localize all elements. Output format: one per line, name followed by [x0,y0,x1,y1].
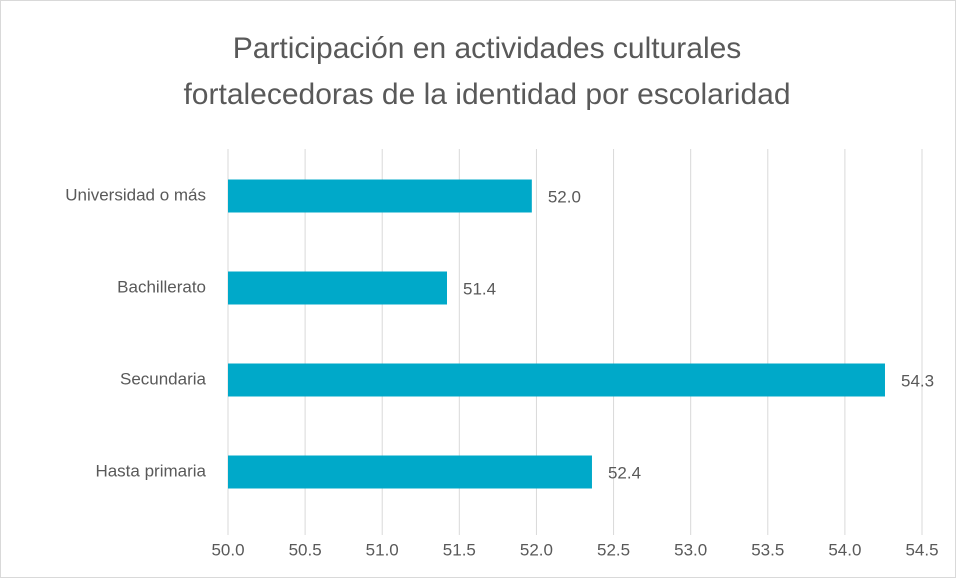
bar [228,363,885,397]
y-tick-label: Hasta primaria [95,461,206,480]
x-tick-label: 54.5 [905,540,938,559]
bar [228,455,592,489]
y-tick-label: Bachillerato [117,277,206,296]
x-tick-label: 51.5 [443,540,476,559]
x-tick-label: 51.0 [366,540,399,559]
data-label: 54.3 [901,371,934,390]
bar [228,179,532,213]
y-tick-label: Universidad o más [65,185,206,204]
chart-title: Participación en actividades culturales [233,32,742,65]
x-tick-label: 52.0 [520,540,553,559]
x-tick-label: 53.5 [751,540,784,559]
y-tick-label: Secundaria [120,369,207,388]
x-tick-label: 50.5 [289,540,322,559]
x-tick-label: 53.0 [674,540,707,559]
x-tick-label: 52.5 [597,540,630,559]
bar [228,271,447,305]
x-tick-label: 54.0 [828,540,861,559]
x-tick-label: 50.0 [211,540,244,559]
data-label: 51.4 [463,279,496,298]
data-label: 52.0 [548,187,581,206]
chart-title: fortalecedoras de la identidad por escol… [183,78,790,111]
data-label: 52.4 [608,463,641,482]
